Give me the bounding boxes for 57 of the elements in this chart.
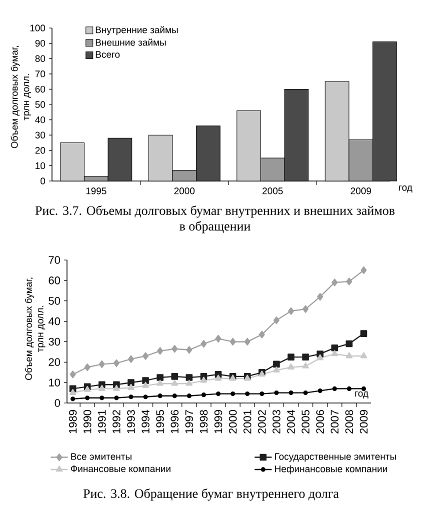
x-tick-label: 2000	[228, 410, 237, 434]
y-tick-label: 40	[48, 317, 60, 326]
x-tick-label: 2003	[272, 410, 280, 434]
x-axis-title: год	[355, 391, 368, 398]
y-tick-label: 50	[35, 101, 46, 108]
text: Рис. 3.7. Объемы долговых бумаг внутренних и внешних займов в обращении	[35, 206, 395, 234]
x-tick-label: 1995	[86, 188, 106, 194]
x-tick-label: 2007	[330, 410, 339, 434]
x-tick-label: 1989	[68, 410, 77, 434]
x-tick-label: 1997	[185, 410, 194, 434]
x-axis-title: год	[399, 186, 412, 193]
y-tick-label: 20	[35, 147, 46, 154]
x-tick-label: 2000	[174, 188, 195, 194]
x-tick-label: 2006	[316, 410, 324, 434]
text: Рис. 3.8. Обращение бумаг внутреннего долга	[83, 488, 339, 501]
x-tick-label: 2005	[262, 188, 283, 194]
legend-label: Все эмитенты	[71, 453, 132, 460]
y-tick-label: 0	[54, 399, 60, 407]
x-tick-label: 2001	[243, 410, 252, 434]
y-tick-label: 10	[36, 162, 46, 170]
y-tick-label: 90	[35, 40, 46, 47]
y-tick-label: 100	[30, 24, 46, 32]
y-tick-label: 40	[35, 116, 46, 124]
y-tick-label: 60	[48, 276, 60, 284]
x-tick-label: 2008	[345, 410, 354, 434]
legend-label: Внешние займы	[96, 38, 166, 46]
x-tick-label: 1992	[112, 410, 120, 434]
x-tick-label: 1994	[142, 410, 150, 434]
y-tick-label: 70	[48, 256, 60, 264]
y-tick-label: 70	[35, 70, 46, 78]
legend-label: Нефинансовые компании	[275, 465, 387, 474]
legend-label: Всего	[96, 51, 120, 58]
y-tick-label: 30	[35, 132, 46, 138]
x-tick-label: 1995	[156, 410, 164, 434]
y-tick-label: 50	[48, 296, 60, 305]
legend-label: Финансовые компании	[70, 465, 170, 472]
y-tick-label: 30	[48, 338, 60, 346]
y-tick-label: 20	[48, 358, 60, 366]
y-tick-label: 60	[35, 86, 46, 93]
x-tick-label: 2009	[360, 410, 368, 434]
legend-label: Государственные эмитенты	[275, 453, 396, 462]
x-tick-label: 1999	[214, 410, 222, 434]
x-tick-label: 2004	[287, 410, 295, 434]
y-tick-label: 10	[49, 378, 60, 386]
y-tick-label: 0	[40, 178, 46, 184]
y-axis-title: Объем долговых бумаг, трлн долл.	[24, 278, 46, 380]
x-tick-label: 1993	[127, 410, 135, 434]
x-tick-label: 1998	[200, 410, 208, 434]
x-tick-label: 2009	[350, 188, 371, 194]
x-tick-label: 1996	[170, 410, 179, 434]
x-tick-label: 2005	[302, 410, 310, 434]
x-tick-label: 1990	[83, 410, 92, 434]
x-tick-label: 1991	[98, 410, 106, 434]
y-tick-label: 80	[35, 55, 46, 62]
x-tick-label: 2002	[258, 410, 266, 434]
legend-label: Внутренние займы	[96, 26, 178, 36]
y-axis-title: Объем долговых бумаг, трлн долл.	[10, 46, 32, 148]
